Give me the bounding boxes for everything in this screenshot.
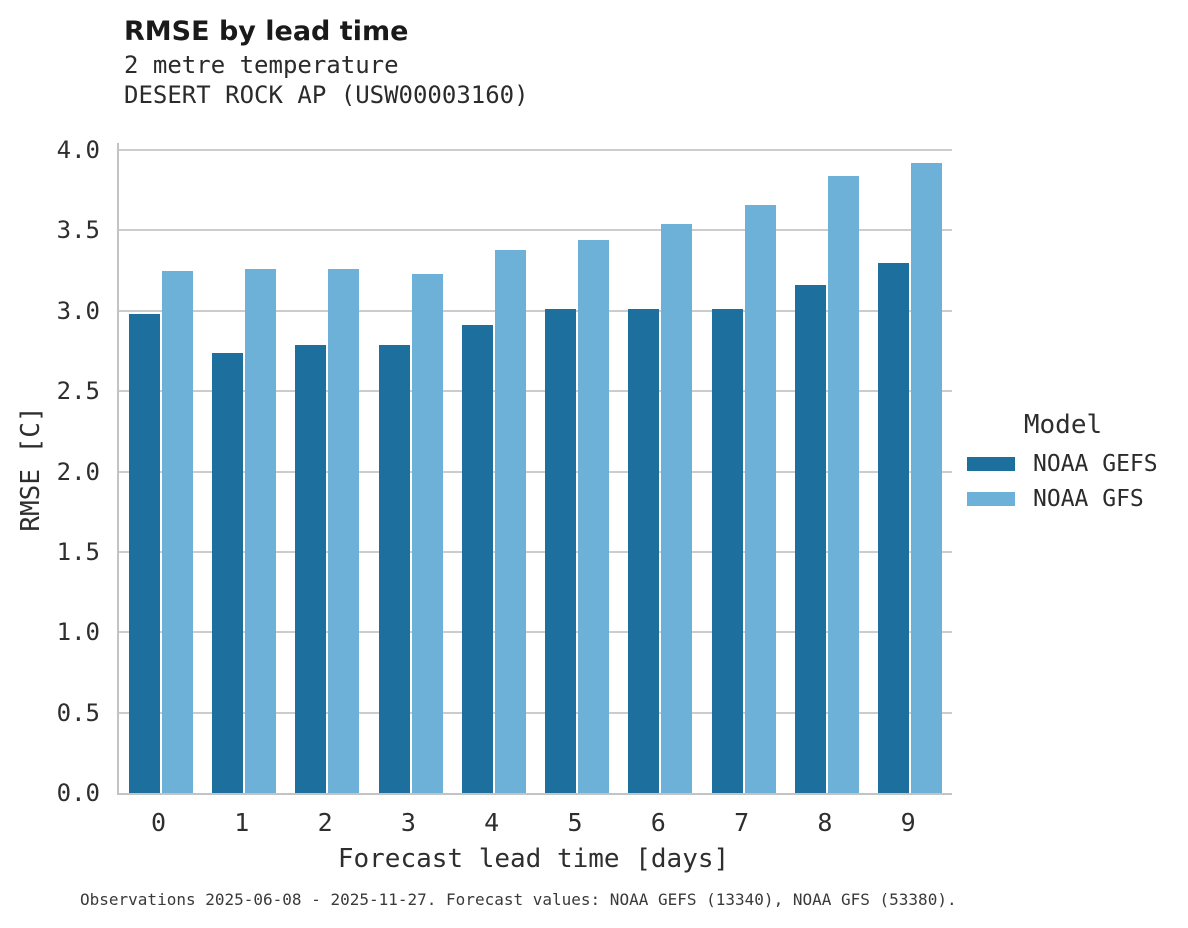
legend-swatch-gefs-icon (967, 457, 1015, 471)
bar-noaa-gefs-lead-8 (795, 285, 827, 793)
gridline (119, 711, 952, 714)
bar-group-lead-8 (785, 143, 868, 793)
bar-noaa-gefs-lead-0 (128, 313, 160, 793)
x-tick-label: 5 (567, 808, 583, 837)
bar-group-lead-0 (119, 143, 202, 793)
bar-noaa-gfs-lead-3 (411, 273, 443, 793)
x-tick-label: 7 (734, 808, 750, 837)
x-axis-label: Forecast lead time [days] (337, 844, 730, 874)
chart-subtitle-variable: 2 metre temperature (124, 51, 399, 79)
chart-title: RMSE by lead time (124, 16, 409, 47)
y-tick-label: 1.0 (56, 618, 100, 647)
bar-groups (119, 143, 952, 793)
bar-noaa-gefs-lead-5 (545, 309, 577, 793)
bar-noaa-gfs-lead-0 (161, 270, 193, 793)
bar-noaa-gefs-lead-7 (711, 309, 743, 793)
gridline (119, 470, 952, 473)
bar-group-lead-1 (202, 143, 285, 793)
bar-noaa-gefs-lead-1 (211, 352, 243, 793)
bar-noaa-gfs-lead-2 (328, 268, 360, 793)
gridline (119, 390, 952, 393)
bar-noaa-gfs-lead-6 (661, 223, 693, 793)
x-tick-label: 8 (817, 808, 833, 837)
gridline (119, 550, 952, 553)
bar-noaa-gfs-lead-5 (578, 240, 610, 793)
bar-noaa-gefs-lead-9 (878, 262, 910, 793)
legend-label-gefs: NOAA GEFS (1033, 451, 1158, 477)
y-tick-label: 1.5 (56, 537, 100, 566)
gridline (119, 229, 952, 232)
legend: Model NOAA GEFS NOAA GFS (967, 410, 1182, 522)
bar-group-lead-2 (286, 143, 369, 793)
x-tick-label: 9 (900, 808, 916, 837)
x-tick-label: 1 (234, 808, 250, 837)
bar-group-lead-4 (452, 143, 535, 793)
bar-noaa-gefs-lead-6 (628, 309, 660, 793)
bar-group-lead-7 (702, 143, 785, 793)
bar-noaa-gefs-lead-3 (378, 344, 410, 793)
y-tick-label: 4.0 (56, 136, 100, 164)
gridline (119, 631, 952, 634)
y-tick-label: 3.5 (56, 216, 100, 245)
bar-noaa-gefs-lead-4 (461, 325, 493, 793)
bar-group-lead-9 (869, 143, 952, 793)
x-tick-label: 6 (650, 808, 666, 837)
gridline (119, 309, 952, 312)
x-tick-label: 0 (150, 808, 167, 837)
y-tick-label: 0.0 (56, 779, 100, 807)
legend-label-gfs: NOAA GFS (1033, 486, 1144, 512)
bar-noaa-gfs-lead-1 (244, 268, 276, 793)
y-tick-label: 2.0 (56, 457, 100, 486)
bar-noaa-gfs-lead-9 (911, 162, 943, 793)
legend-title: Model (1023, 410, 1103, 440)
x-tick-label: 4 (484, 808, 500, 837)
chart-subtitle-station: DESERT ROCK AP (USW00003160) (124, 81, 529, 109)
legend-swatch-gfs-icon (967, 492, 1015, 506)
legend-item-noaa-gfs: NOAA GFS (967, 486, 1182, 512)
y-tick-label: 2.5 (56, 377, 100, 406)
y-tick-label: 3.0 (56, 296, 100, 325)
bar-group-lead-6 (619, 143, 702, 793)
bar-noaa-gfs-lead-4 (494, 249, 526, 793)
bar-noaa-gfs-lead-8 (828, 175, 860, 793)
y-tick-label: 0.5 (56, 698, 100, 727)
bar-noaa-gefs-lead-2 (295, 344, 327, 793)
bar-group-lead-5 (535, 143, 618, 793)
legend-item-noaa-gefs: NOAA GEFS (967, 451, 1182, 477)
x-tick-label: 2 (317, 808, 333, 837)
bar-group-lead-3 (369, 143, 452, 793)
caption: Observations 2025-06-08 - 2025-11-27. Fo… (80, 890, 957, 909)
gridline (119, 149, 952, 151)
bar-noaa-gfs-lead-7 (744, 204, 776, 793)
plot-area (117, 143, 952, 795)
x-tick-label: 3 (400, 808, 416, 837)
